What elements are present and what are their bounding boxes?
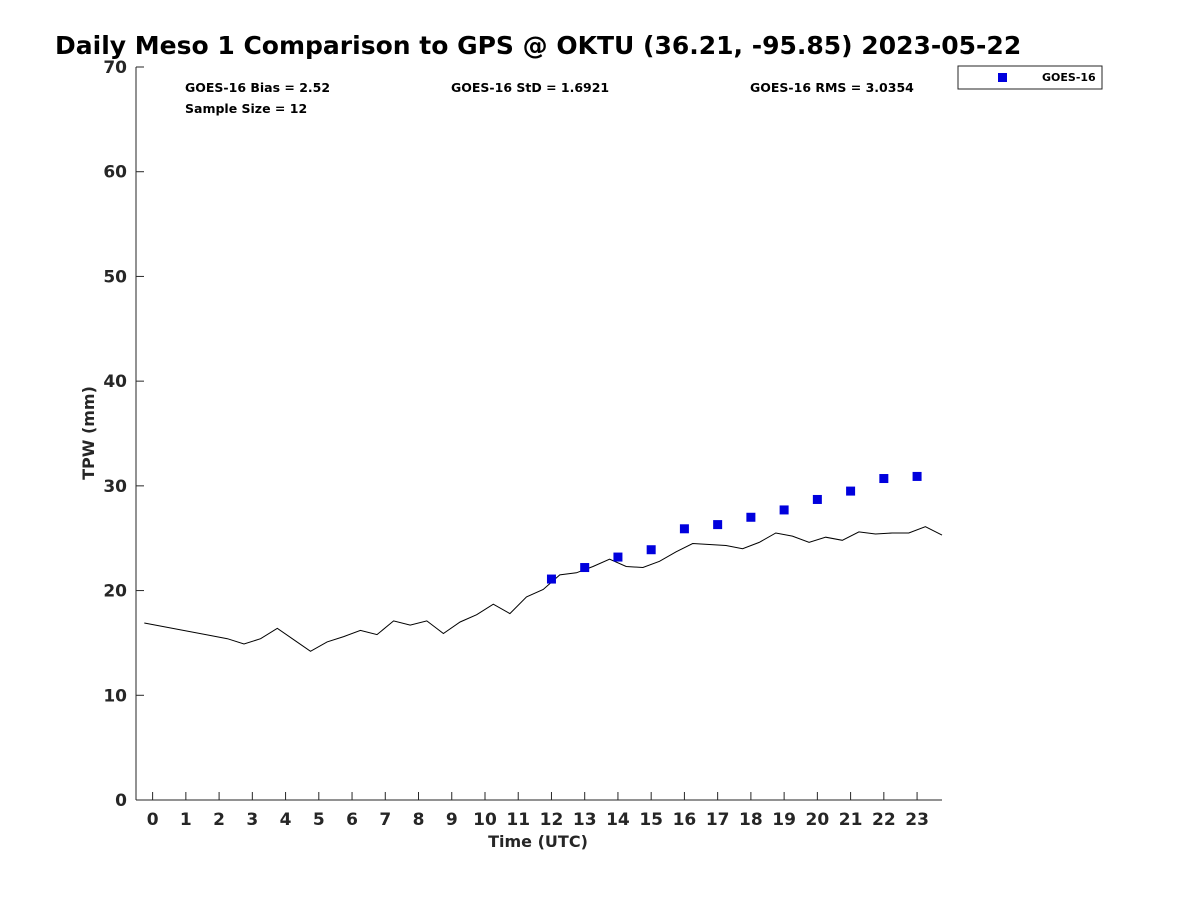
x-tick-label: 18 (739, 810, 763, 830)
y-tick-label: 50 (103, 267, 127, 287)
x-tick-label: 16 (673, 810, 697, 830)
goes16-point (779, 505, 789, 515)
x-tick-label: 5 (313, 810, 325, 830)
x-tick-label: 1 (180, 810, 192, 830)
gps-series-line (144, 526, 943, 652)
legend: GOES-16 (957, 65, 1103, 90)
x-tick-label: 10 (473, 810, 497, 830)
goes16-series (546, 471, 922, 584)
x-tick-label: 19 (772, 810, 796, 830)
x-tick-label: 14 (606, 810, 630, 830)
x-tick-label: 8 (413, 810, 425, 830)
stat-rms: GOES-16 RMS = 3.0354 (750, 80, 914, 95)
x-tick-label: 13 (573, 810, 597, 830)
goes16-point (879, 474, 889, 484)
x-tick-label: 2 (213, 810, 225, 830)
legend-label-goes16: GOES-16 (1042, 71, 1096, 84)
x-tick-label: 0 (147, 810, 159, 830)
x-tick-label: 9 (446, 810, 458, 830)
goes16-point (679, 524, 689, 534)
x-tick-label: 11 (506, 810, 530, 830)
x-tick-label: 21 (839, 810, 863, 830)
stat-sample-size: Sample Size = 12 (185, 101, 307, 116)
goes16-point (580, 563, 590, 573)
y-tick-label: 40 (103, 372, 127, 392)
x-tick-label: 17 (706, 810, 730, 830)
goes16-point (613, 552, 623, 562)
plot-axes (135, 67, 942, 801)
chart-title: Daily Meso 1 Comparison to GPS @ OKTU (3… (55, 31, 1021, 60)
y-tick-label: 10 (103, 686, 127, 706)
goes16-point (546, 574, 556, 584)
legend-box (957, 65, 1103, 90)
y-tick-label: 60 (103, 163, 127, 183)
x-tick-label: 23 (905, 810, 929, 830)
gps-series (144, 526, 943, 652)
y-tick-label: 20 (103, 582, 127, 602)
x-tick-label: 22 (872, 810, 896, 830)
x-tick-label: 20 (806, 810, 830, 830)
x-tick-label: 15 (639, 810, 663, 830)
goes16-point (912, 471, 922, 481)
goes16-point (646, 545, 656, 555)
x-tick-label: 4 (280, 810, 292, 830)
y-tick-label: 0 (115, 791, 127, 811)
legend-marker-goes16 (998, 73, 1007, 82)
goes16-point (713, 520, 723, 530)
y-tick-label: 70 (103, 58, 127, 78)
x-axis-label: Time (UTC) (488, 832, 588, 851)
goes16-point (812, 494, 822, 504)
goes16-point (846, 486, 856, 496)
x-tick-label: 12 (540, 810, 564, 830)
y-ticks: 0 10 20 30 40 50 60 70 (103, 58, 144, 811)
stat-bias: GOES-16 Bias = 2.52 (185, 80, 330, 95)
x-tick-label: 7 (379, 810, 391, 830)
goes16-point (746, 512, 756, 522)
stat-std: GOES-16 StD = 1.6921 (451, 80, 609, 95)
x-tick-label: 6 (346, 810, 358, 830)
y-tick-label: 30 (103, 477, 127, 497)
x-tick-label: 3 (246, 810, 258, 830)
y-axis-label: TPW (mm) (79, 386, 98, 480)
x-ticks: 0 1 2 3 4 5 6 7 8 9 10 11 12 13 14 15 16 17 18 19 20 21 22 23 (147, 792, 929, 830)
